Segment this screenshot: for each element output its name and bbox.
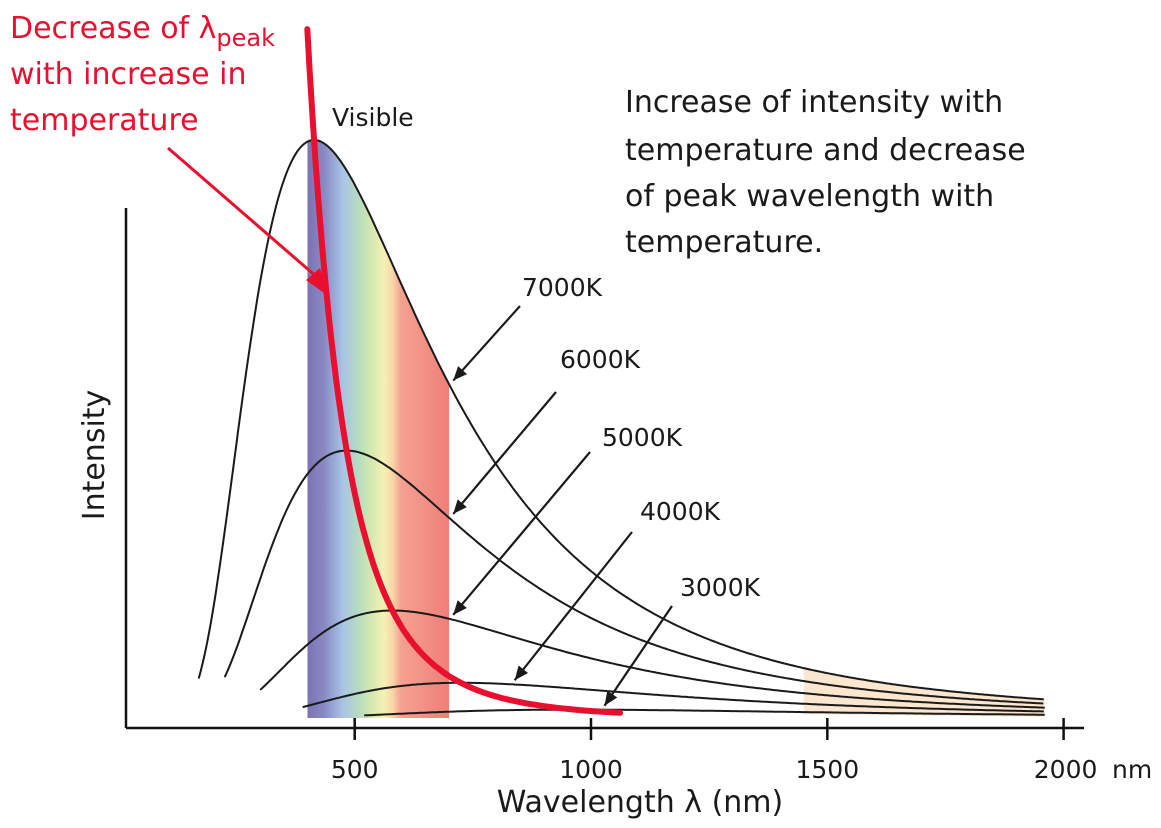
series-curves [197, 138, 1045, 717]
series-arrow-3000K [603, 605, 673, 707]
y-axis-label: Intensity [77, 390, 112, 521]
series-arrowhead-3000K [604, 690, 618, 706]
x-tick-label: 500 [331, 755, 379, 784]
series-label-4000K: 4000K [640, 497, 721, 526]
x-axis-label: Wavelength λ (nm) [497, 785, 783, 820]
series-label-5000K: 5000K [602, 423, 683, 452]
series-label-3000K: 3000K [680, 573, 761, 602]
note-line-4: temperature. [625, 225, 823, 260]
series-arrowhead-7000K [453, 366, 468, 381]
note-line-1: Increase of intensity with [625, 85, 1003, 120]
note: Increase of intensity with temperature a… [625, 85, 1026, 260]
note-line-2: temperature and decrease [625, 133, 1026, 168]
visible-spectrum-band [307, 140, 450, 718]
curve-7000K [197, 138, 1044, 701]
peak-locus-line [304, 26, 624, 716]
series-label-7000K: 7000K [522, 273, 603, 302]
x-tick-label: 2000 [1034, 755, 1098, 784]
series-arrow-7000K [452, 305, 521, 382]
note-line-3: of peak wavelength with [625, 179, 994, 214]
peak-annotation-line1: Decrease of λ [10, 11, 216, 46]
peak-annotation-line3: temperature [10, 103, 199, 138]
peak-annotation-arrow [167, 146, 319, 280]
peak-annotation-line2: with increase in [10, 57, 247, 92]
curve-4000K [302, 681, 1044, 713]
x-tick-label: 1000 [559, 755, 623, 784]
series-arrowhead-4000K [514, 665, 529, 681]
series-arrowhead-5000K [453, 600, 467, 615]
series-arrowhead-6000K [453, 499, 467, 514]
peak-annotation-subscript: peak [216, 24, 275, 52]
series-arrow-4000K [513, 531, 633, 681]
series-arrow-5000K [452, 451, 591, 616]
series-label-6000K: 6000K [560, 345, 641, 374]
x-unit-label: nm [1112, 755, 1152, 784]
series-labels: 7000K 6000K 5000K 4000K 3000K [452, 273, 761, 707]
x-ticks: 500 1000 1500 2000 [331, 718, 1098, 784]
x-tick-label: 1500 [795, 755, 859, 784]
peak-annotation: Decrease of λpeak with increase in tempe… [10, 11, 275, 138]
curve-6000K [223, 449, 1044, 705]
svg-text:Decrease of λpeak: Decrease of λpeak [10, 11, 275, 52]
visible-label: Visible [332, 103, 414, 132]
peak-annotation-arrowhead [306, 268, 328, 296]
series-arrow-6000K [452, 391, 557, 515]
curve-3000K [364, 708, 1045, 717]
